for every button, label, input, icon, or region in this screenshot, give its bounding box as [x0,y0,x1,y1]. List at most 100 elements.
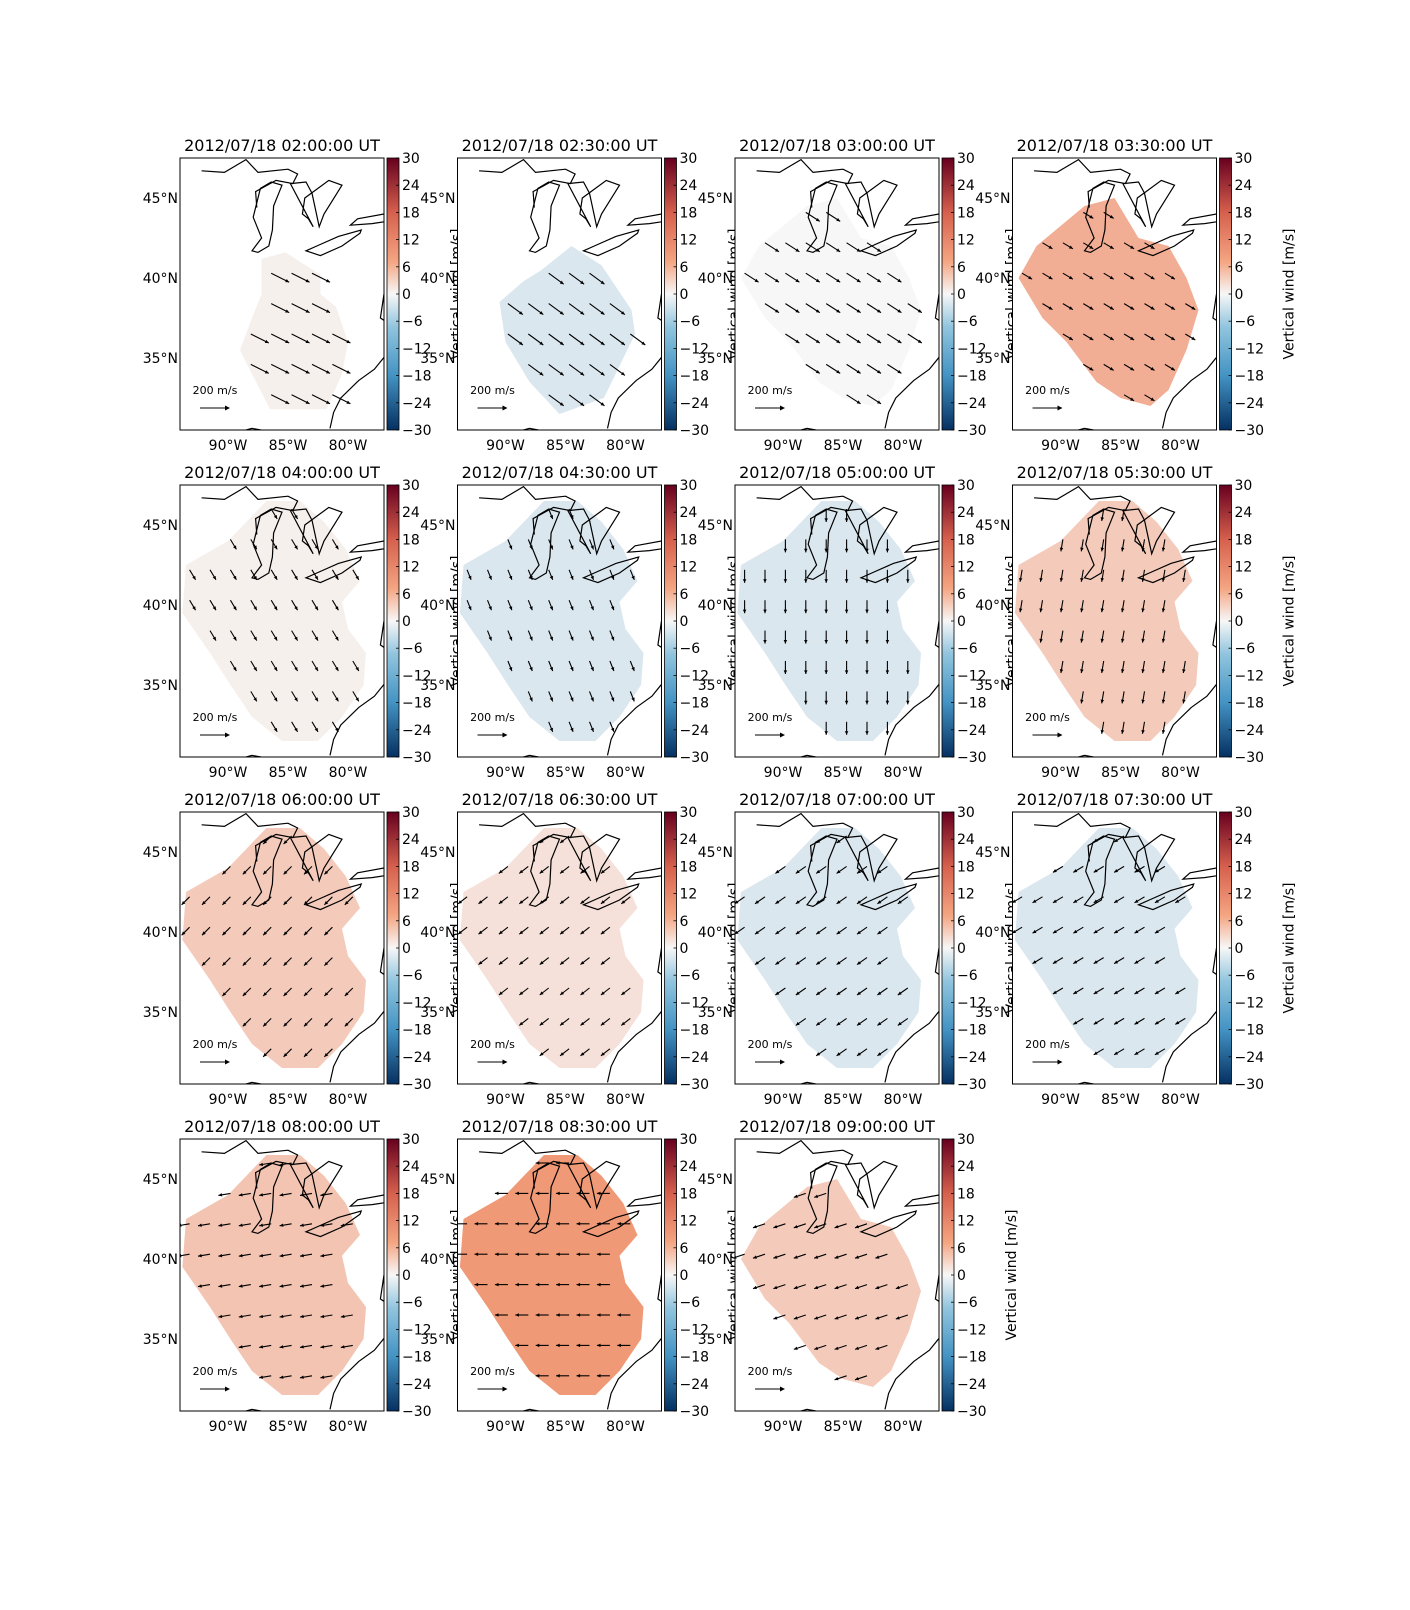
wind-arrow-head [560,900,565,904]
wind-arrow-head [1154,990,1159,994]
wind-arrow-head [1073,929,1078,934]
colorbar-tick-label: −30 [402,423,432,439]
wind-arrow-head [1073,869,1078,873]
lake-outline [859,883,918,911]
colorbar-tick-label: 24 [402,178,420,194]
wind-arrow-head [600,869,605,874]
wind-arrow-head [529,667,533,671]
lat-tick-label: 35°N [698,1332,733,1348]
wind-arrow-head [824,609,828,614]
lat-tick-label: 40°N [420,271,455,287]
lake-outline [304,229,363,257]
wind-arrow-head [836,1052,841,1056]
wind-arrow-head [857,869,861,874]
wind-arrow-head [576,1191,581,1196]
wind-arrow-head [877,309,881,313]
wind-arrow-head [793,1285,798,1290]
lon-tick-label: 80°W [1161,765,1200,781]
wind-arrow-head [804,579,808,583]
wind-arrow-head [804,609,808,614]
wind-arrow-head [793,1255,798,1259]
wind-arrow-head [549,636,553,641]
panel-title: 2012/07/18 06:00:00 UT [184,790,380,809]
wind-arrow-head [815,248,820,252]
colorbar-tick-label: 18 [1235,532,1253,548]
lon-tick-label: 80°W [884,1419,923,1435]
wind-arrow-head [1089,306,1094,310]
wind-arrow-head [844,518,849,522]
wind-arrow-head [596,1191,601,1196]
colorbar-tick-label: −24 [680,1377,710,1393]
colorbar-tick-label: −30 [402,1404,432,1420]
vertical-wind-field [459,501,644,741]
wind-arrow-head [1182,577,1186,582]
colorbar-tick-label: −6 [402,314,423,330]
lat-tick-label: 45°N [420,191,455,207]
wind-arrow-head [570,636,574,641]
wind-arrow-head [273,667,278,671]
wind-arrow-head [355,697,359,702]
lake-outline [903,540,939,553]
lake-outline [304,556,363,584]
colorbar-tick-label: 6 [957,587,966,603]
wind-arrow-head [273,636,278,641]
lake-outline [1083,835,1116,908]
lake-outline [289,1160,343,1210]
wind-arrow-head [1130,336,1135,340]
wind-arrow-head [1018,608,1023,613]
wind-arrow-head [468,575,472,580]
lon-tick-label: 90°W [209,765,248,781]
wind-arrow-head [1120,669,1125,673]
wind-arrow-head [773,1316,778,1320]
colorbar-tick-label: −6 [402,968,423,984]
lon-tick-label: 90°W [1041,765,1080,781]
map-content [181,812,384,1084]
wind-arrow-head [300,1375,304,1379]
vertical-wind-field [182,501,366,741]
wind-arrow-head [335,606,339,611]
wind-arrow-head [775,930,780,935]
colorbar-tick-label: 30 [402,478,420,494]
wind-arrow-head [1109,275,1114,280]
lake-outline [805,508,838,581]
wind-arrow-head [218,1253,223,1258]
colorbar-tick-label: 6 [1235,914,1244,930]
wind-arrow-head [596,1374,601,1378]
wind-arrow-head [877,1052,882,1056]
wind-arrow-head [1059,608,1064,613]
colorbar-tick-label: 12 [1235,560,1253,576]
wind-arrow-head [218,1193,223,1197]
wind-arrow-head [856,339,861,343]
colorbar-tick-label: 18 [402,205,420,221]
wind-arrow-head [355,575,359,580]
wind-arrow-head [556,1374,560,1378]
wind-arrow-head [1130,397,1135,401]
lake-outline [581,229,640,257]
lake-outline [626,867,662,880]
lon-tick-label: 90°W [209,438,248,454]
wind-arrow-head [285,370,290,374]
wind-arrow-head [515,1313,519,1317]
coastline [1161,620,1217,756]
colorbar-tick-label: 0 [680,1268,689,1284]
reference-arrow-head [225,1059,230,1065]
coastline [1034,158,1131,208]
map-content [735,812,939,1084]
wind-arrow-head [877,930,882,935]
wind-arrow-head [793,1316,798,1320]
reference-arrow-head [780,732,785,738]
colorbar-tick-label: −18 [402,696,432,712]
wind-arrow-head [212,575,216,580]
colorbar-tick-label: −24 [402,723,432,739]
wind-arrow-head [285,400,290,404]
wind-arrow-head [238,1284,243,1288]
wind-arrow-head [1048,275,1053,280]
lat-tick-label: 45°N [420,845,455,861]
lat-tick-label: 40°N [975,271,1010,287]
lat-tick-label: 45°N [975,191,1010,207]
map-frame [457,811,662,1085]
lon-tick-label: 85°W [1101,438,1140,454]
wind-arrow-head [844,639,849,644]
wind-arrow-head [590,545,594,550]
wind-arrow-head [816,961,821,965]
